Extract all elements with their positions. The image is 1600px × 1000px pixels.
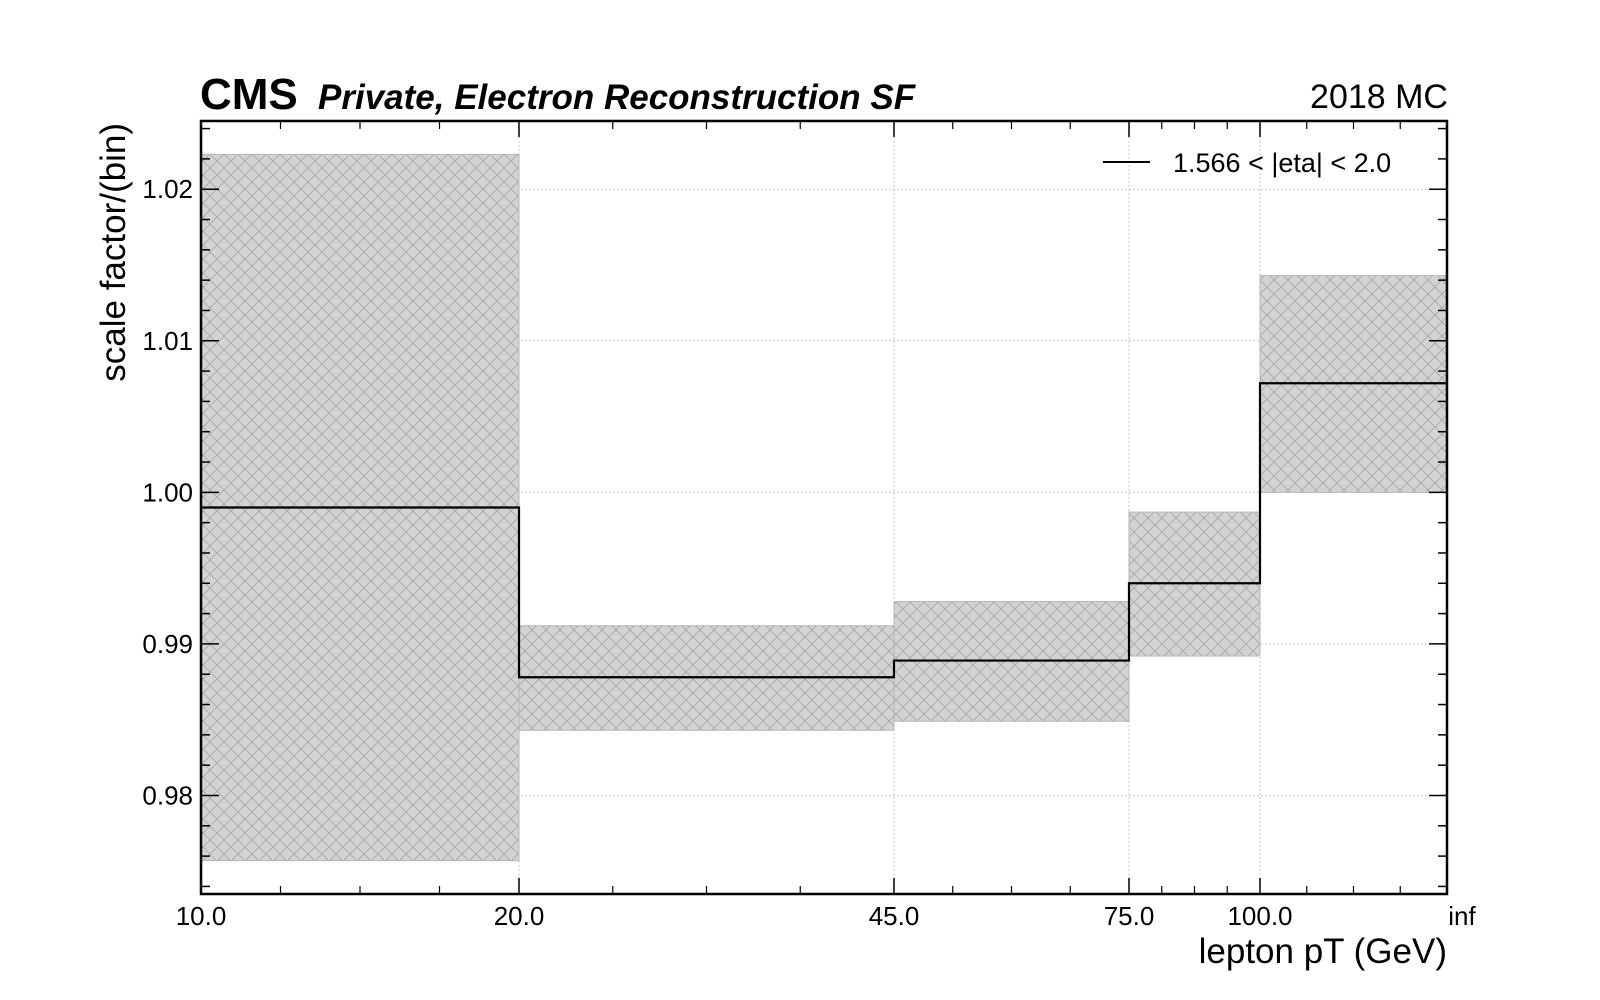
x-tick-label: 75.0 [1104,901,1155,931]
y-tick-label: 1.01 [142,326,193,356]
cms-label: CMS Private, Electron Reconstruction SF [200,70,917,119]
y-tick-label: 1.00 [142,477,193,507]
x-tick-label: 100.0 [1227,901,1292,931]
axis-ticks [200,121,1448,894]
series-lines [201,382,1447,679]
x-tick-label: 10.0 [176,901,227,931]
plot-subtitle: Private, Electron Reconstruction SF [318,78,917,117]
x-tick-label: 45.0 [869,901,920,931]
experiment-label: CMS [200,70,298,119]
series-step-line [201,382,1447,679]
x-axis-title: lepton pT (GeV) [1199,932,1447,971]
y-tick-label: 0.98 [142,780,193,810]
y-tick-label: 0.99 [142,629,193,659]
x-tick-label: inf [1448,901,1476,931]
x-tick-label: 20.0 [494,901,545,931]
legend: 1.566 < |eta| < 2.0 [1103,148,1391,178]
legend-entry-label: 1.566 < |eta| < 2.0 [1173,148,1391,178]
x-tick-labels: 10.0 20.0 45.0 75.0 100.0 inf [176,901,1477,931]
y-tick-labels: 0.98 0.99 1.00 1.01 1.02 [142,174,193,810]
plot-frame [199,119,1449,896]
y-tick-label: 1.02 [142,174,193,204]
y-axis-title: scale factor/(bin) [94,123,133,382]
lumi-label: 2018 MC [1310,78,1448,116]
